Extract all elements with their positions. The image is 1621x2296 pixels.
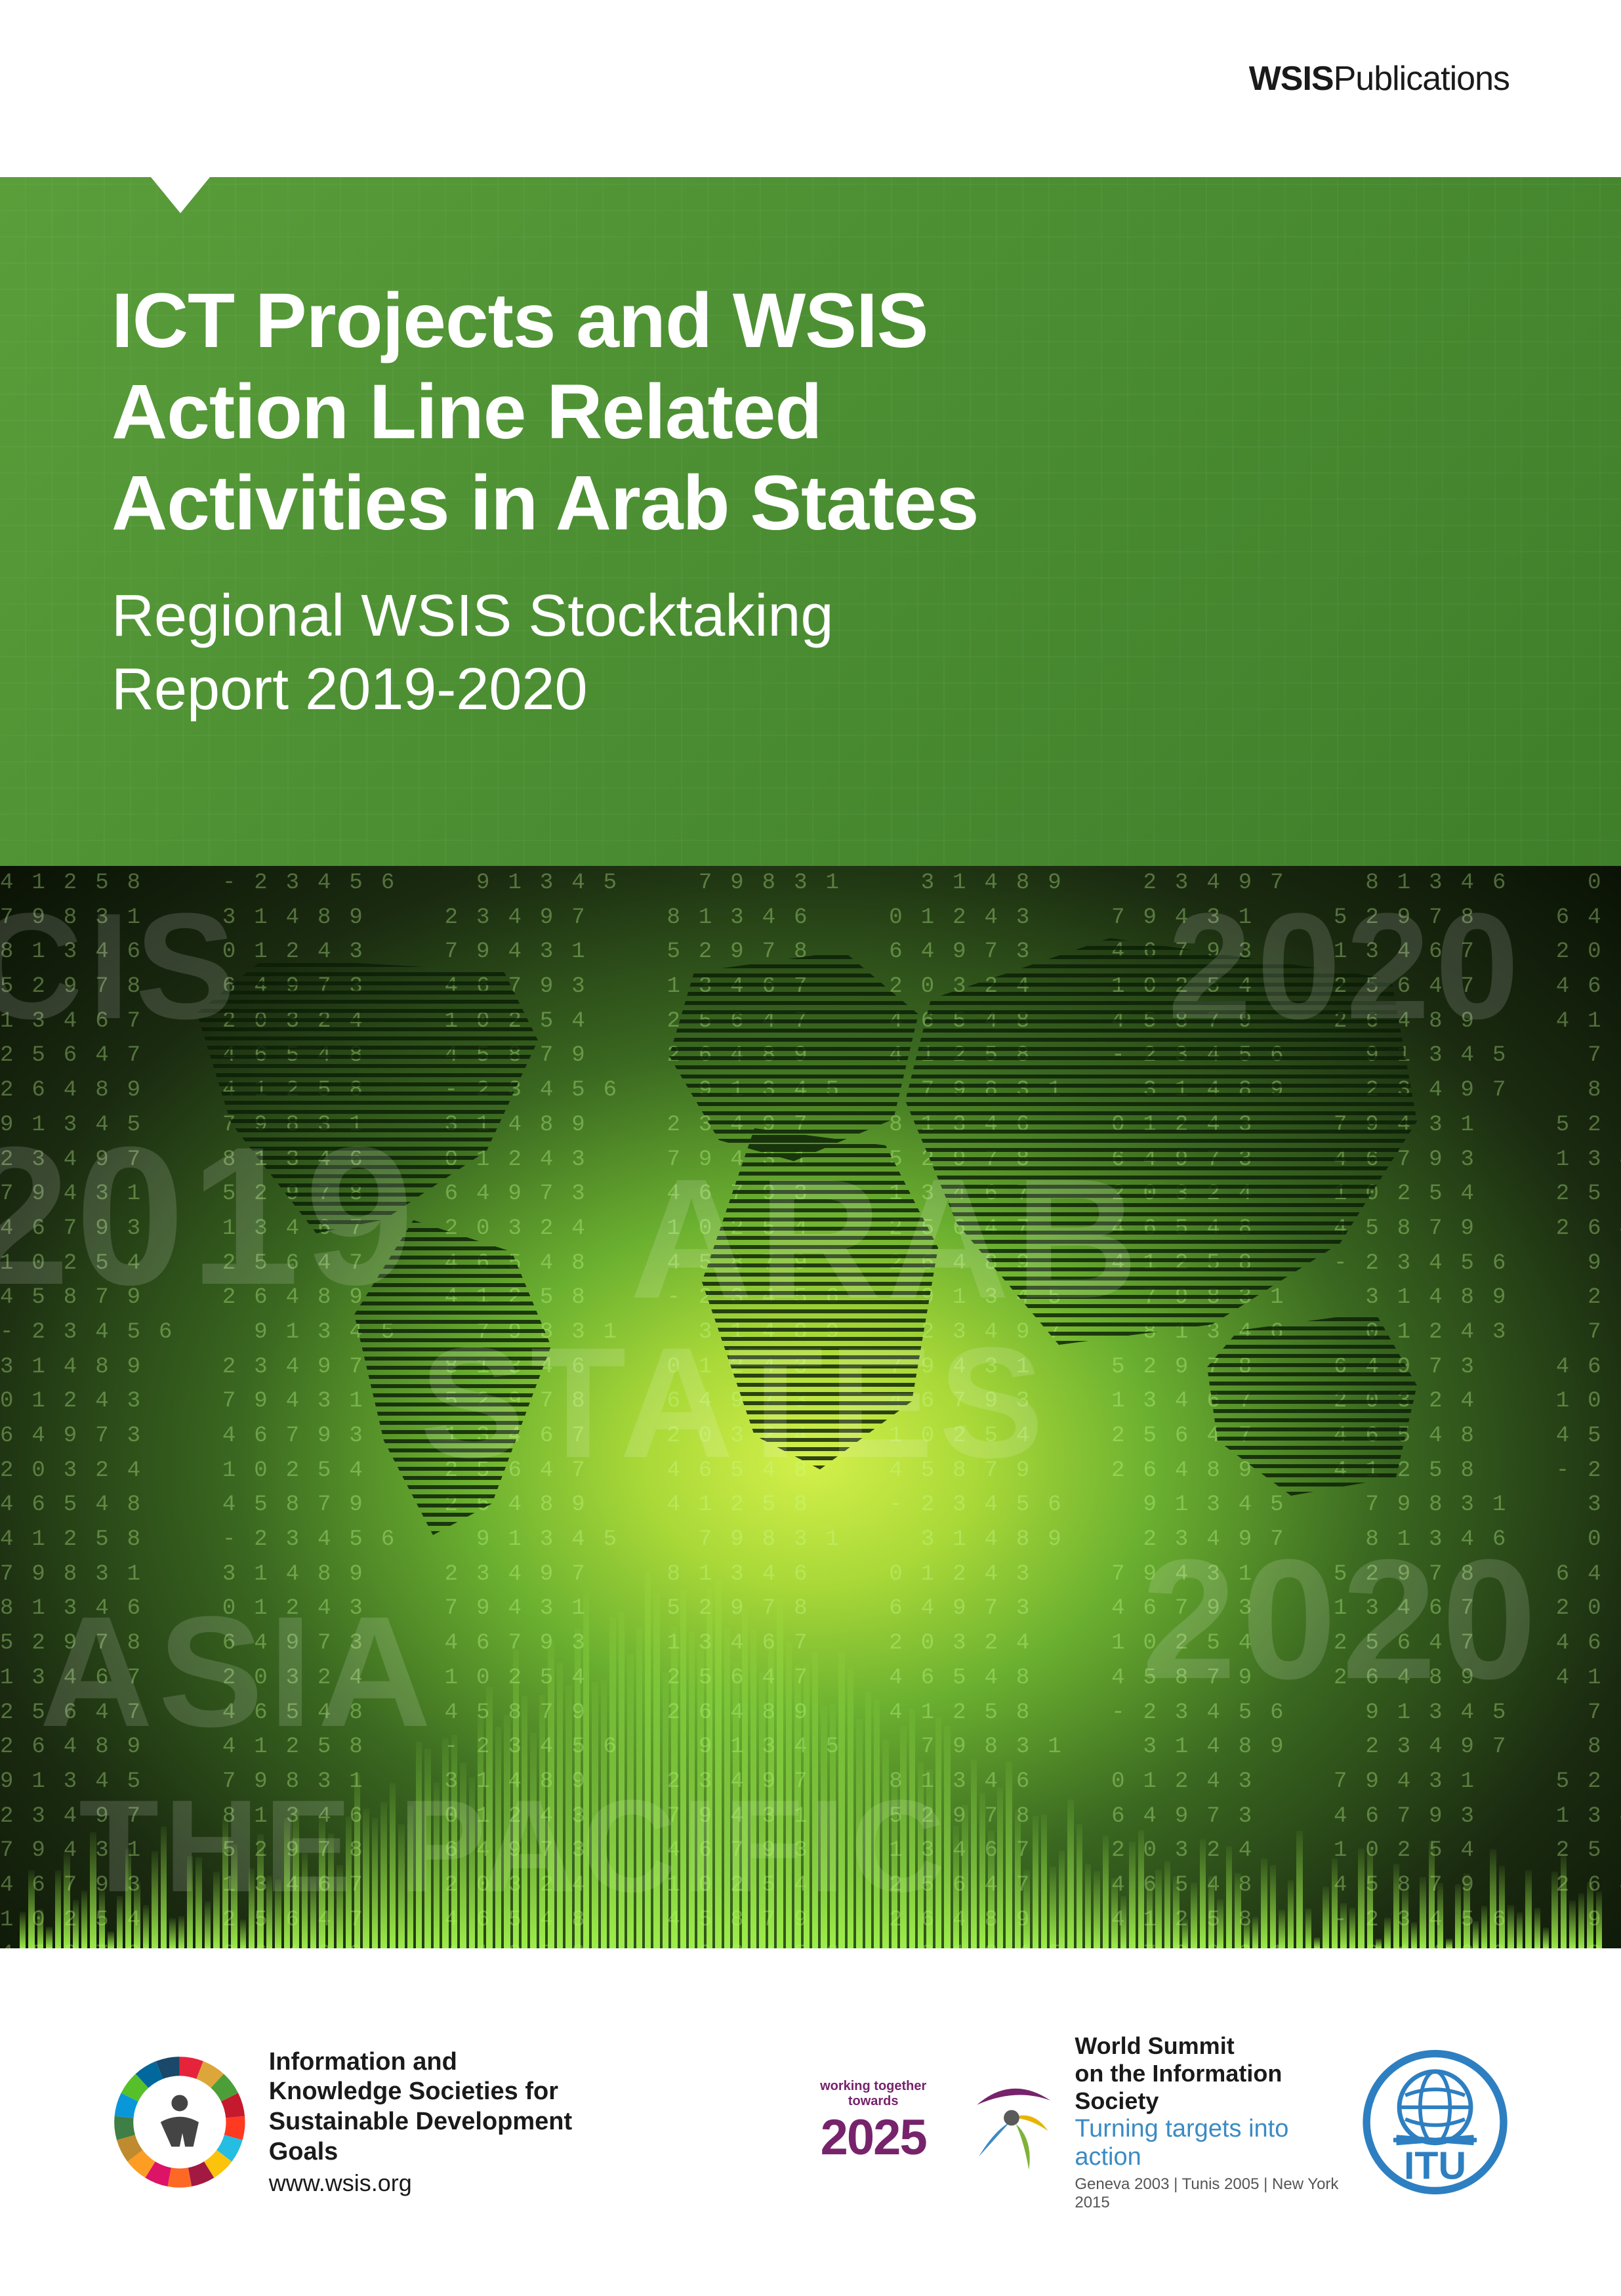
report-title: ICT Projects and WSIS Action Line Relate… — [112, 276, 1227, 550]
wsis-cities: Geneva 2003 | Tunis 2005 | New York 2015 — [1075, 2175, 1361, 2212]
title-line-2: Action Line Related — [112, 369, 821, 455]
cover-graphic: 41258 -23456 91345 79831 31489 23497 813… — [0, 866, 1621, 1948]
wsis-text: World Summit on the Information Society … — [1075, 2032, 1361, 2212]
wsis-swoosh-icon — [968, 2070, 1055, 2175]
brand-bold: WSIS — [1249, 60, 1334, 98]
wsis-line: World Summit — [1075, 2032, 1361, 2060]
sdg-line: Information and — [269, 2047, 627, 2078]
subtitle-line-1: Regional WSIS Stocktaking — [112, 583, 834, 649]
ghost-word: 2019 — [0, 1102, 419, 1329]
sdg-text: Information and Knowledge Societies for … — [269, 2047, 627, 2197]
sdg-block: Information and Knowledge Societies for … — [112, 2047, 627, 2197]
report-subtitle: Regional WSIS Stocktaking Report 2019-20… — [112, 579, 1509, 727]
wsis-block: working together towards 2025 World Summ… — [798, 2032, 1361, 2212]
title-line-3: Activities in Arab States — [112, 460, 979, 546]
wsis-year: working together towards 2025 — [798, 2079, 949, 2166]
continent-shape — [1207, 1312, 1417, 1496]
ghost-word: CIS — [0, 879, 241, 1053]
ghost-word: STATES — [420, 1312, 1049, 1493]
svg-text:ITU: ITU — [1404, 2144, 1466, 2187]
itu-logo: ITU — [1361, 2043, 1509, 2201]
audio-spectrum-bars — [0, 1607, 1621, 1948]
wsis-line: on the Information Society — [1075, 2060, 1361, 2115]
wsis-smalltext: working together towards — [798, 2079, 949, 2109]
footer-logos: Information and Knowledge Societies for … — [0, 1948, 1621, 2296]
title-banner: ICT Projects and WSIS Action Line Relate… — [0, 177, 1621, 866]
sdg-wheel-icon — [112, 2050, 248, 2194]
banner-notch — [151, 177, 210, 213]
ghost-word: 2020 — [1168, 879, 1525, 1053]
publisher-brand: WSISPublications — [1249, 59, 1509, 98]
sdg-url: www.wsis.org — [269, 2169, 627, 2197]
title-line-1: ICT Projects and WSIS — [112, 277, 928, 364]
continent-shape — [669, 951, 918, 1161]
subtitle-line-2: Report 2019-2020 — [112, 657, 588, 722]
brand-light: Publications — [1334, 60, 1509, 98]
wsis-tagline: Turning targets into action — [1075, 2115, 1361, 2171]
ghost-word: ARAB — [630, 1141, 1143, 1338]
wsis-year-number: 2025 — [798, 2109, 949, 2166]
sdg-line: Knowledge Societies for — [269, 2077, 627, 2107]
sdg-line: Sustainable Development Goals — [269, 2107, 627, 2167]
